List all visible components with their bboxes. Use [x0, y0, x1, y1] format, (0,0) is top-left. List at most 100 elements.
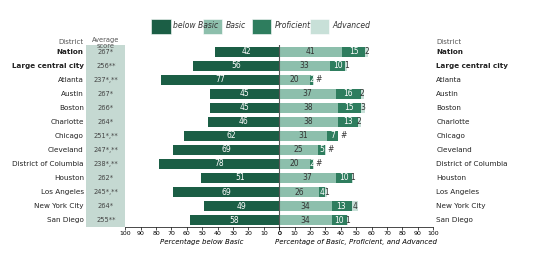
- Text: 45: 45: [240, 89, 249, 98]
- Text: 37: 37: [303, 89, 313, 98]
- Text: 25: 25: [294, 145, 303, 154]
- Bar: [313, 159, 314, 169]
- Bar: [279, 173, 336, 183]
- Text: 245*,**: 245*,**: [93, 189, 118, 195]
- Bar: [190, 215, 279, 225]
- Text: 56: 56: [231, 62, 241, 70]
- Text: 45: 45: [240, 103, 249, 112]
- Text: District: District: [436, 39, 462, 45]
- Text: 26: 26: [294, 187, 304, 196]
- Text: #: #: [328, 145, 334, 154]
- Text: Houston: Houston: [54, 175, 84, 181]
- Bar: [366, 47, 368, 57]
- Text: 69: 69: [221, 145, 231, 154]
- Text: 237*,**: 237*,**: [93, 77, 118, 83]
- Text: Average: Average: [92, 37, 119, 43]
- Text: 37: 37: [303, 173, 313, 182]
- Text: San Diego: San Diego: [47, 217, 84, 223]
- Bar: [332, 215, 347, 225]
- Text: 49: 49: [237, 201, 246, 210]
- FancyBboxPatch shape: [310, 19, 329, 34]
- Text: 247*,**: 247*,**: [93, 147, 118, 153]
- Bar: [352, 173, 353, 183]
- Text: Chicago: Chicago: [436, 133, 465, 139]
- Bar: [279, 47, 342, 57]
- Text: 38: 38: [303, 117, 313, 126]
- X-axis label: Percentage below Basic: Percentage below Basic: [160, 239, 244, 245]
- Text: 16: 16: [343, 89, 353, 98]
- Bar: [338, 103, 361, 113]
- FancyBboxPatch shape: [252, 19, 272, 34]
- FancyBboxPatch shape: [203, 19, 222, 34]
- Text: 262*: 262*: [98, 175, 114, 181]
- Text: 1: 1: [344, 62, 348, 70]
- Text: 41: 41: [306, 47, 315, 56]
- Text: 3: 3: [361, 103, 366, 112]
- Text: Boston: Boston: [436, 105, 461, 111]
- Text: Charlotte: Charlotte: [50, 119, 84, 125]
- Bar: [184, 131, 279, 141]
- Bar: [319, 187, 325, 197]
- Text: 10: 10: [334, 215, 344, 225]
- Text: 4: 4: [352, 201, 357, 210]
- Text: 267*: 267*: [98, 91, 114, 97]
- Bar: [193, 61, 279, 71]
- Text: 34: 34: [300, 215, 310, 225]
- Text: 38: 38: [303, 103, 313, 112]
- Text: 2: 2: [309, 159, 314, 168]
- Text: Large central city: Large central city: [12, 63, 84, 69]
- Text: 46: 46: [239, 117, 248, 126]
- Bar: [330, 61, 346, 71]
- Bar: [279, 187, 319, 197]
- Bar: [332, 201, 352, 211]
- Text: Atlanta: Atlanta: [436, 77, 462, 83]
- Text: Chicago: Chicago: [55, 133, 84, 139]
- Bar: [279, 117, 338, 127]
- Bar: [347, 215, 348, 225]
- Text: 58: 58: [230, 215, 239, 225]
- Bar: [173, 187, 279, 197]
- Text: 78: 78: [214, 159, 224, 168]
- Text: New York City: New York City: [436, 203, 486, 209]
- Bar: [325, 187, 327, 197]
- Bar: [204, 201, 279, 211]
- Text: District of Columbia: District of Columbia: [12, 161, 84, 167]
- Bar: [161, 75, 279, 85]
- Text: 2: 2: [357, 117, 362, 126]
- Text: 267*: 267*: [98, 49, 114, 55]
- Bar: [318, 145, 325, 155]
- Text: San Diego: San Diego: [436, 217, 473, 223]
- Text: 31: 31: [298, 131, 308, 140]
- Bar: [279, 215, 332, 225]
- Text: Los Angeles: Los Angeles: [40, 189, 84, 195]
- Text: 2: 2: [309, 76, 314, 84]
- Text: 5: 5: [319, 145, 324, 154]
- Bar: [210, 89, 279, 99]
- Text: 69: 69: [221, 187, 231, 196]
- Bar: [336, 89, 361, 99]
- Text: 266*: 266*: [98, 105, 114, 111]
- Bar: [159, 159, 279, 169]
- Text: #: #: [315, 76, 322, 84]
- FancyBboxPatch shape: [86, 45, 125, 227]
- Bar: [310, 75, 313, 85]
- FancyBboxPatch shape: [151, 19, 171, 34]
- Text: 256**: 256**: [96, 63, 116, 69]
- Text: Los Angeles: Los Angeles: [436, 189, 480, 195]
- Bar: [361, 103, 366, 113]
- Bar: [279, 75, 310, 85]
- Text: Cleveland: Cleveland: [48, 147, 84, 153]
- Text: 20: 20: [290, 76, 299, 84]
- Text: Austin: Austin: [436, 91, 459, 97]
- Text: 255**: 255**: [96, 217, 116, 223]
- Bar: [342, 47, 366, 57]
- Bar: [325, 145, 326, 155]
- Bar: [279, 131, 327, 141]
- Text: 42: 42: [242, 47, 252, 56]
- Text: Basic: Basic: [226, 21, 246, 30]
- Bar: [279, 89, 336, 99]
- Text: District: District: [59, 39, 84, 45]
- Bar: [214, 47, 279, 57]
- Bar: [361, 89, 364, 99]
- Text: 251*,**: 251*,**: [93, 133, 118, 139]
